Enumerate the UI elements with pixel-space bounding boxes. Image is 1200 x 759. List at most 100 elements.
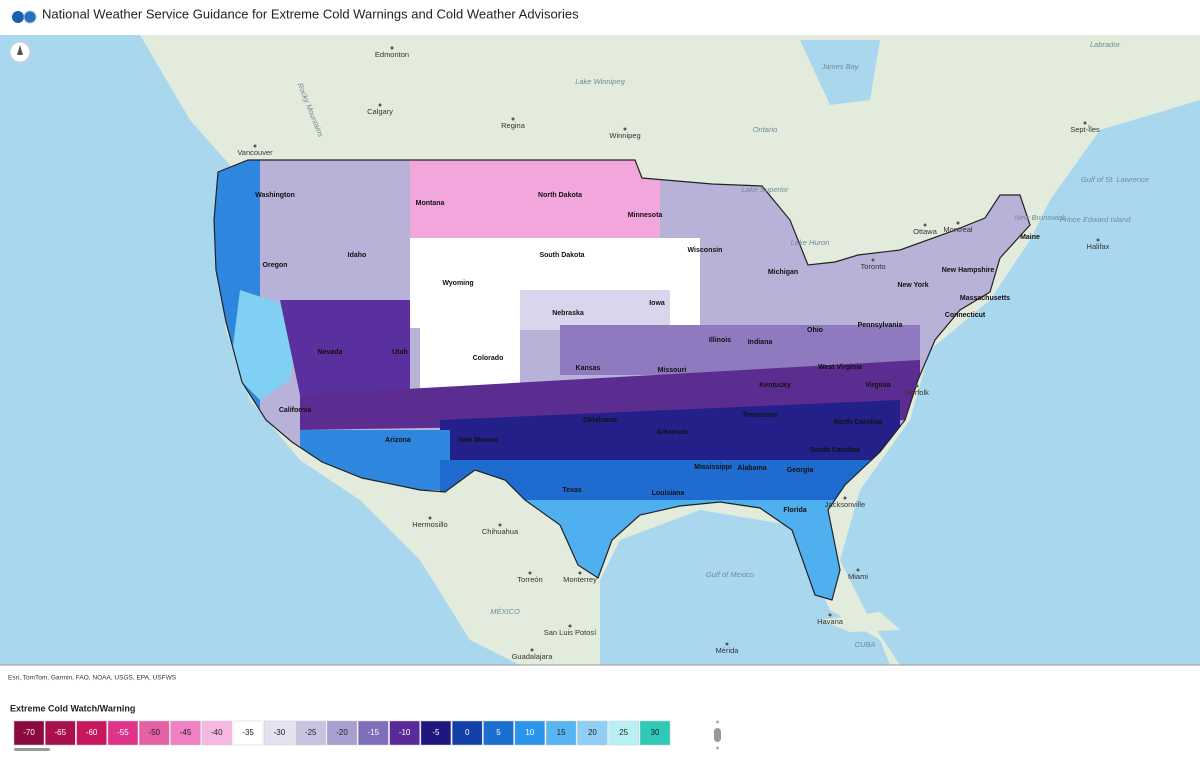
legend-label: -10	[399, 728, 411, 737]
region-label: MÉXICO	[490, 607, 520, 616]
legend-label: -20	[336, 728, 348, 737]
state-label: Washington	[255, 192, 295, 199]
legend-swatch	[45, 720, 76, 746]
citie-label: Winnipeg	[609, 131, 640, 140]
legend-label: 5	[496, 728, 501, 737]
region-label: New Brunswick	[1014, 213, 1067, 222]
state-label: South Dakota	[539, 252, 584, 259]
legend-label: -45	[180, 728, 192, 737]
citie-label: Edmonton	[375, 50, 409, 59]
legend-swatch	[545, 720, 577, 746]
legend-label: -15	[368, 728, 380, 737]
city-dot	[568, 624, 572, 628]
region-label: Gulf of Mexico	[706, 570, 754, 579]
legend-swatch	[170, 720, 201, 746]
legend-label: 10	[525, 728, 534, 737]
state-label: Mississippi	[694, 464, 732, 471]
state-label: Nevada	[318, 349, 343, 356]
citie-label: Halifax	[1087, 242, 1110, 251]
legend-label: 30	[651, 728, 660, 737]
scroll-dot	[716, 746, 719, 750]
state-label: Illinois	[709, 337, 731, 344]
city-dot	[253, 144, 257, 148]
region-label: CUBA	[855, 640, 876, 649]
nws-logo	[12, 11, 24, 23]
city-dot	[578, 571, 582, 575]
citie-label: Vancouver	[237, 148, 273, 157]
legend-swatch	[295, 720, 326, 746]
state-label: New Hampshire	[942, 267, 995, 274]
legend-label: 0	[465, 728, 470, 737]
citie-label: Monterrey	[563, 575, 597, 584]
map-labels: Washington Montana North Dakota Minnesota Or…	[237, 40, 1149, 661]
legend-label: -5	[432, 728, 440, 737]
legend-swatch	[639, 720, 671, 746]
state-label: Alabama	[737, 465, 766, 472]
region-label: Gulf of St. Lawrence	[1081, 175, 1149, 184]
map: Washington Montana North Dakota Minnesota Or…	[0, 35, 1200, 665]
citie-label: Ottawa	[913, 227, 938, 236]
city-dot	[390, 46, 394, 50]
legend-swatch	[577, 720, 608, 746]
region-label: Prince Edward Island	[1060, 215, 1132, 224]
state-label: Indiana	[748, 339, 773, 346]
state-label: Oklahoma	[583, 417, 617, 424]
legend-scroll-handle[interactable]	[714, 728, 721, 742]
legend-swatch	[420, 720, 452, 746]
city-dot	[915, 384, 919, 388]
legend-label: -25	[305, 728, 317, 737]
atlantic-ocean	[840, 100, 1200, 665]
legend-label: -30	[274, 728, 286, 737]
region-label: James Bay	[820, 62, 859, 71]
city-dot	[623, 127, 627, 131]
city-dot	[528, 571, 532, 575]
state-label: Arizona	[385, 437, 411, 444]
gulf	[600, 510, 890, 665]
legend-label: -40	[211, 728, 223, 737]
state-label: West Virginia	[818, 364, 862, 371]
state-label: Virginia	[865, 382, 891, 389]
city-dot	[956, 221, 960, 225]
state-label: Kentucky	[759, 382, 791, 389]
state-label: Wyoming	[442, 280, 473, 287]
state-label: Oregon	[263, 262, 288, 269]
legend: -70 -65 -60 -55 -50 -45 -40 -35 -30 -25 -20 -15 -10-…	[13, 720, 671, 746]
state-label: Georgia	[787, 467, 814, 474]
city-dot	[923, 223, 927, 227]
state-label: Florida	[783, 507, 806, 514]
compass-needle	[17, 45, 23, 55]
legend-label: -60	[86, 728, 98, 737]
legend-swatch	[608, 720, 639, 746]
scroll-dot	[716, 720, 719, 724]
legend-scrollbar	[14, 748, 50, 751]
legend-label: -35	[242, 728, 254, 737]
citie-label: Hermosillo	[412, 520, 447, 529]
city-dot	[871, 258, 875, 262]
pacific-ocean	[0, 35, 520, 665]
city-dot	[856, 568, 860, 572]
legend-label: -50	[148, 728, 160, 737]
noaa-logo	[23, 10, 37, 24]
citie-label: Chihuahua	[482, 527, 519, 536]
state-label: Iowa	[649, 300, 665, 307]
state-label: Nebraska	[552, 310, 584, 317]
citie-label: Torreón	[517, 575, 542, 584]
state-label: Wisconsin	[688, 247, 723, 254]
state-label: Tennessee	[742, 412, 778, 419]
state-label: Pennsylvania	[858, 322, 903, 329]
citie-label: San Luis Potosí	[544, 628, 597, 637]
legend-label: -65	[55, 728, 67, 737]
state-label: Missouri	[658, 367, 687, 374]
legend-swatch	[201, 720, 233, 746]
state-label: Ohio	[807, 327, 823, 334]
region-label: Lake Winnipeg	[575, 77, 625, 86]
legend-swatch	[358, 720, 389, 746]
state-label: South Carolina	[810, 447, 860, 454]
state-label: Connecticut	[945, 312, 986, 319]
header	[0, 0, 1200, 35]
citie-label: Miami	[848, 572, 868, 581]
citie-label: Mérida	[716, 646, 740, 655]
state-label: Maine	[1020, 234, 1040, 241]
region-label: Lake Huron	[791, 238, 830, 247]
